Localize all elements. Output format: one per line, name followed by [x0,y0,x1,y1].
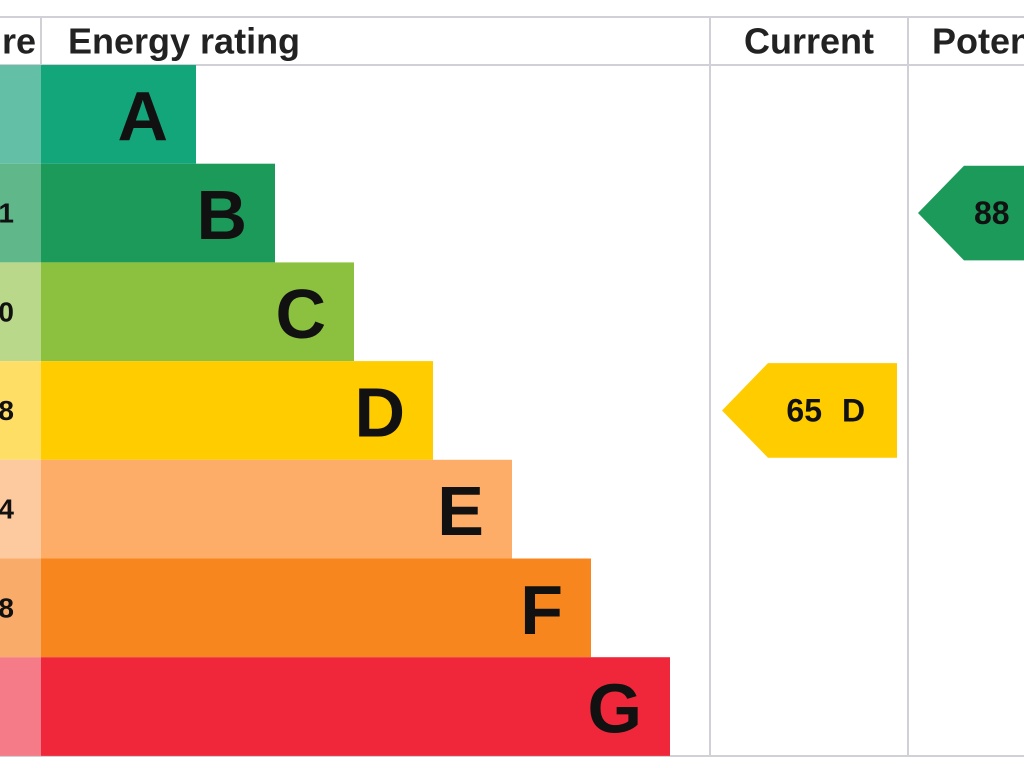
score-header: re [2,21,36,62]
band-letter: D [354,373,405,451]
band-letter: A [117,77,168,155]
score-cell [0,459,41,559]
band-letter: E [437,472,484,550]
rating-bar [41,163,275,263]
score-cell [0,65,41,164]
score-value: 1 [0,198,14,229]
rating-bar [41,65,196,164]
potential-score: 88 [974,195,1010,231]
current-band: D [842,392,865,428]
score-cell [0,558,41,658]
potential-header: Poten [932,21,1024,62]
rating-bar [41,459,512,559]
potential-arrow [918,165,1024,261]
score-value: 8 [0,592,14,623]
current-header: Current [744,21,874,62]
band-letter: C [275,275,326,353]
current-arrow [722,363,897,458]
score-cell [0,361,41,460]
current-score: 65 [786,392,822,428]
rating-bar [41,361,433,460]
score-cell [0,657,41,756]
rating-bar [41,657,670,756]
rating-bar [41,558,591,658]
score-value: 8 [0,395,14,426]
score-value: 4 [0,494,14,525]
band-letter: F [520,571,563,649]
rating-header: Energy rating [68,21,300,62]
score-cell [0,163,41,263]
rating-bar [41,262,354,362]
score-value: 0 [0,296,14,327]
score-cell [0,262,41,362]
band-letter: B [196,176,247,254]
band-letter: G [588,670,642,748]
